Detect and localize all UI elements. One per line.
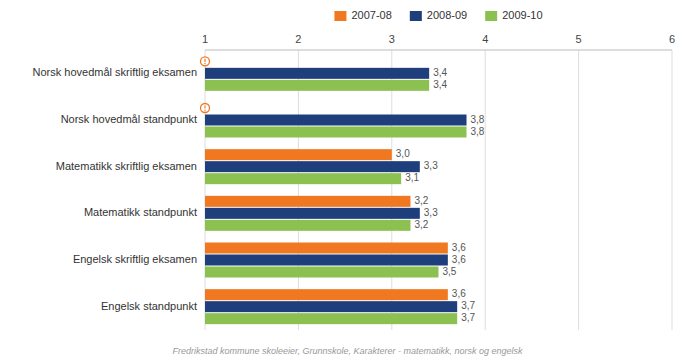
- bars: [205, 68, 467, 324]
- legend-label: 2009-10: [502, 9, 542, 21]
- tick-label: 2: [295, 33, 301, 45]
- legend: 2007-08 2008-09 2009-10: [334, 9, 542, 21]
- bar: [205, 115, 467, 126]
- grid-line: [391, 50, 392, 330]
- grid-line: [578, 50, 579, 330]
- missing-circle: [201, 104, 210, 113]
- category-label: Engelsk skriftlig eksamen: [73, 253, 197, 265]
- missing-glyph: [204, 59, 205, 62]
- data-labels: 3,03,23,63,63,43,83,33,33,63,73,43,83,13…: [396, 67, 485, 323]
- data-label: 3,8: [471, 126, 485, 137]
- data-label: 3,6: [452, 242, 466, 253]
- grid-line: [672, 50, 673, 330]
- category-label: Matematikk standpunkt: [84, 206, 197, 218]
- bar: [205, 313, 457, 324]
- legend-item: 2008-09: [410, 9, 467, 21]
- bar: [205, 127, 467, 138]
- bar: [205, 255, 448, 266]
- missing-glyph: [204, 63, 205, 64]
- data-label: 3,2: [414, 219, 428, 230]
- data-label: 3,4: [433, 67, 447, 78]
- bar: [205, 149, 392, 160]
- data-label: 3,0: [396, 148, 410, 159]
- data-label: 3,4: [433, 79, 447, 90]
- data-label: 3,5: [443, 266, 457, 277]
- chart: 1 2 3 4 5 6 Norsk hovedmål skriftlig eksamen No…: [0, 0, 695, 362]
- bar: [205, 208, 420, 219]
- missing-glyph: [204, 110, 205, 111]
- category-label: Norsk hovedmål skriftlig eksamen: [33, 66, 197, 78]
- data-label: 3,7: [461, 300, 475, 311]
- tick-label: 3: [389, 33, 395, 45]
- legend-swatch: [410, 11, 422, 21]
- legend-swatch: [334, 11, 346, 21]
- data-label: 3,3: [424, 207, 438, 218]
- grid-line: [485, 50, 486, 330]
- tick-label: 5: [576, 33, 582, 45]
- legend-label: 2007-08: [351, 9, 391, 21]
- bar: [205, 173, 401, 184]
- bar: [205, 80, 429, 91]
- category-label: Engelsk standpunkt: [101, 300, 197, 312]
- legend-swatch: [485, 11, 497, 21]
- tick-label: 4: [482, 33, 488, 45]
- grid-line: [298, 50, 299, 330]
- bar: [205, 289, 448, 300]
- tick-label: 1: [202, 33, 208, 45]
- data-label: 3,1: [405, 172, 419, 183]
- legend-item: 2009-10: [485, 9, 542, 21]
- missing-markers: [201, 57, 210, 113]
- axis-line: [205, 50, 672, 51]
- bar: [205, 161, 420, 172]
- bar: [205, 267, 439, 278]
- category-label: Norsk hovedmål standpunkt: [61, 113, 197, 125]
- data-label: 3,8: [471, 114, 485, 125]
- bar: [205, 196, 410, 207]
- bar: [205, 68, 429, 79]
- data-label: 3,2: [414, 195, 428, 206]
- bar: [205, 220, 410, 231]
- category-label: Matematikk skriftlig eksamen: [56, 160, 197, 172]
- bar: [205, 243, 448, 254]
- data-label: 3,3: [424, 160, 438, 171]
- missing-marker: [201, 57, 210, 66]
- legend-label: 2008-09: [427, 9, 467, 21]
- data-label: 3,6: [452, 288, 466, 299]
- grid: [205, 50, 672, 330]
- legend-item: 2007-08: [334, 9, 391, 21]
- bar: [205, 301, 457, 312]
- missing-glyph: [204, 105, 205, 108]
- missing-marker: [201, 104, 210, 113]
- tick-label: 6: [669, 33, 675, 45]
- missing-circle: [201, 57, 210, 66]
- data-label: 3,7: [461, 312, 475, 323]
- grid-line: [205, 50, 206, 330]
- data-label: 3,6: [452, 254, 466, 265]
- footer: Fredrikstad kommune skoleeier, Grunnskol…: [172, 346, 523, 356]
